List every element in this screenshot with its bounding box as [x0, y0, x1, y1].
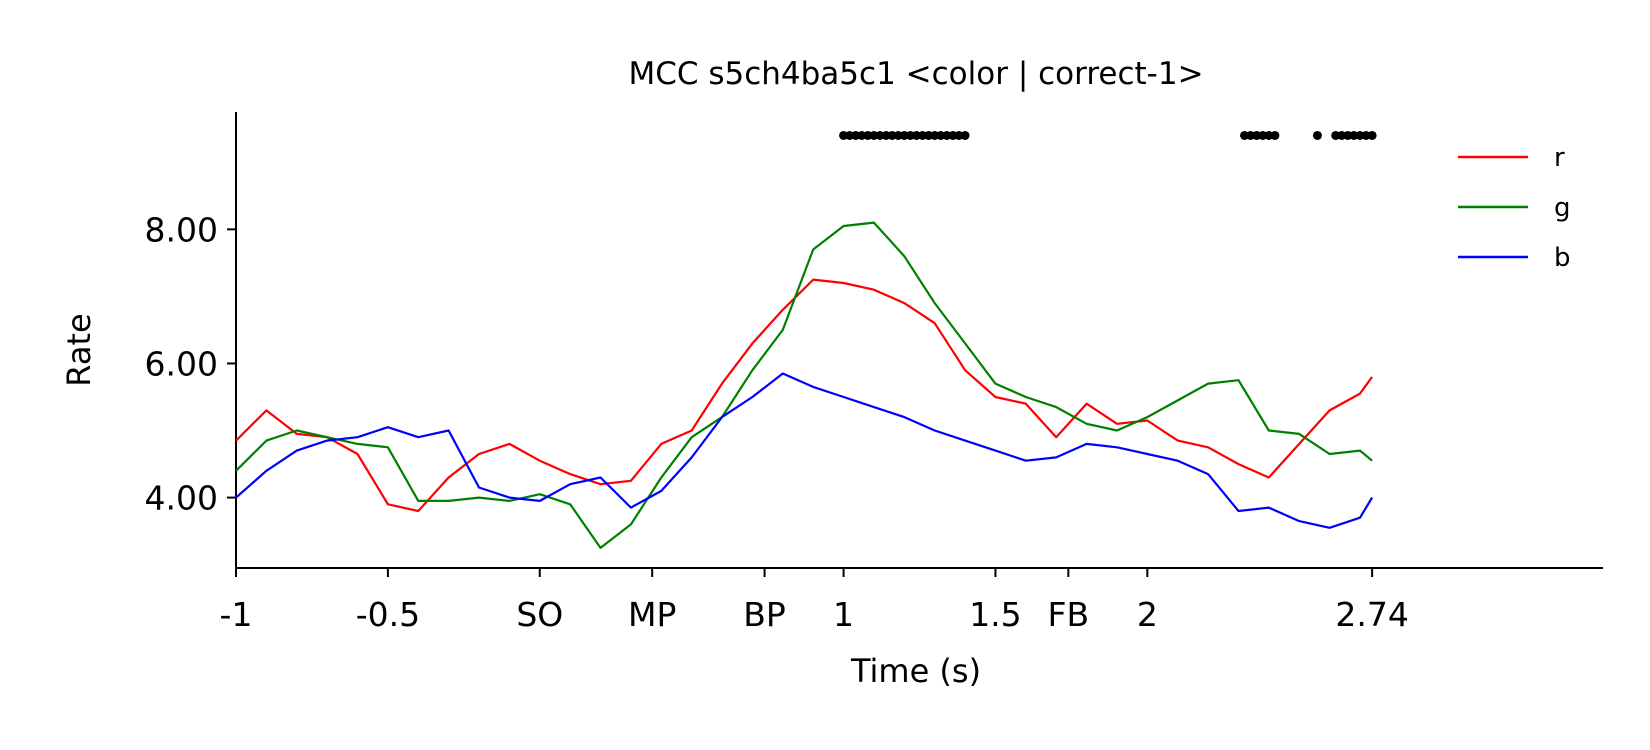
x-axis-label: Time (s): [850, 652, 981, 690]
x-tick-label: -0.5: [356, 595, 420, 634]
legend-label-b: b: [1554, 243, 1571, 273]
y-tick-label: 8.00: [145, 210, 218, 249]
x-tick-label: -1: [220, 595, 253, 634]
x-tick-label: 2: [1137, 595, 1158, 634]
significance-marker: [1270, 130, 1280, 140]
significance-marker: [1367, 130, 1377, 140]
chart-title: MCC s5ch4ba5c1 <color | correct-1>: [628, 56, 1203, 92]
series-lines: [235, 221, 1374, 550]
axis-ticks: -1 -0.5 SO MP BP 1 1.5 FB 2 2.74 4.00 6.00 8.00: [145, 210, 1409, 634]
significance-markers: [839, 130, 1377, 140]
y-tick-label: 6.00: [145, 344, 218, 383]
x-tick-label: 1: [833, 595, 854, 634]
significance-marker: [1312, 130, 1322, 140]
legend-label-r: r: [1554, 143, 1565, 173]
legend: rgb: [1458, 143, 1571, 273]
y-axis-label: Rate: [60, 313, 98, 386]
significance-marker: [960, 130, 970, 140]
legend-label-g: g: [1554, 193, 1571, 223]
x-tick-label: FB: [1048, 595, 1090, 634]
x-tick-label: MP: [628, 595, 676, 634]
x-tick-label: 1.5: [969, 595, 1021, 634]
x-tick-label: SO: [516, 595, 563, 634]
series-line-r: [235, 278, 1373, 513]
x-tick-label: BP: [743, 595, 786, 634]
series-line-g: [235, 221, 1373, 550]
series-line-b: [235, 372, 1374, 529]
y-tick-label: 4.00: [145, 479, 218, 518]
x-tick-label: 2.74: [1335, 595, 1408, 634]
